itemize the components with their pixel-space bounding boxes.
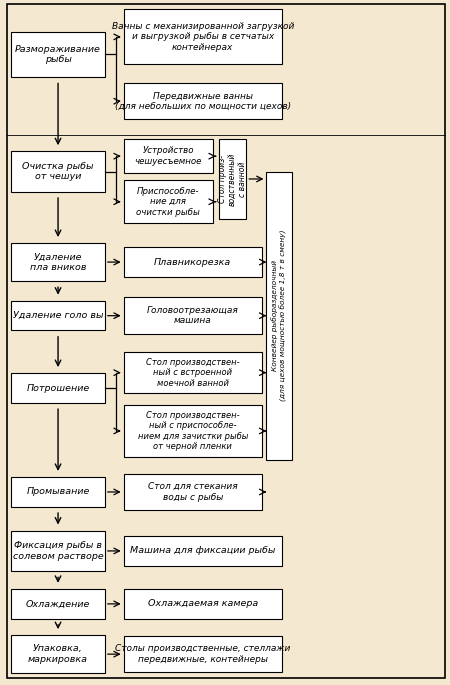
Text: Очистка рыбы
от чешуи: Очистка рыбы от чешуи (22, 162, 94, 182)
Text: Стол производствен-
ный с приспособле-
нием для зачистки рыбы
от черной пленки: Стол производствен- ный с приспособле- н… (138, 411, 248, 451)
Text: Размораживание
рыбы: Размораживание рыбы (15, 45, 101, 64)
FancyBboxPatch shape (11, 301, 105, 330)
FancyBboxPatch shape (124, 140, 213, 173)
Text: Передвижные ванны
(для небольших по мощности цехов): Передвижные ванны (для небольших по мощн… (115, 92, 291, 111)
FancyBboxPatch shape (124, 352, 262, 393)
Text: Удаление голо вы: Удаление голо вы (13, 311, 104, 320)
Text: Приспособле-
ние для
очистки рыбы: Приспособле- ние для очистки рыбы (136, 187, 200, 216)
FancyBboxPatch shape (124, 10, 282, 64)
FancyBboxPatch shape (11, 589, 105, 619)
FancyBboxPatch shape (124, 636, 282, 672)
Text: Упаковка,
маркировка: Упаковка, маркировка (28, 645, 88, 664)
Text: Стол производствен-
ный с встроенной
моечной ванной: Стол производствен- ный с встроенной мое… (146, 358, 239, 388)
Text: Головоотрезающая
машина: Головоотрезающая машина (147, 306, 239, 325)
Text: Стол произ-
водственный
с ванной: Стол произ- водственный с ванной (218, 152, 248, 206)
FancyBboxPatch shape (11, 32, 105, 77)
Text: Удаление
пла вников: Удаление пла вников (30, 252, 86, 272)
Text: Машина для фиксации рыбы: Машина для фиксации рыбы (130, 547, 275, 556)
FancyBboxPatch shape (11, 151, 105, 192)
Text: Стол для стекания
воды с рыбы: Стол для стекания воды с рыбы (148, 482, 238, 501)
Text: Плавникорезка: Плавникорезка (154, 258, 231, 266)
FancyBboxPatch shape (11, 531, 105, 571)
Text: Промывание: Промывание (27, 488, 90, 497)
FancyBboxPatch shape (124, 180, 213, 223)
FancyBboxPatch shape (11, 636, 105, 673)
FancyBboxPatch shape (11, 373, 105, 403)
Text: Фиксация рыбы в
солевом растворе: Фиксация рыбы в солевом растворе (13, 541, 104, 560)
FancyBboxPatch shape (124, 247, 262, 277)
FancyBboxPatch shape (124, 589, 282, 619)
Text: Устройство
чешуесъемное: Устройство чешуесъемное (135, 147, 202, 166)
Text: Потрошение: Потрошение (27, 384, 90, 393)
FancyBboxPatch shape (11, 243, 105, 281)
FancyBboxPatch shape (219, 140, 246, 219)
Text: Столы производственные, стеллажи
передвижные, контейнеры: Столы производственные, стеллажи передви… (115, 645, 291, 664)
FancyBboxPatch shape (124, 297, 262, 334)
Text: Охлаждение: Охлаждение (26, 599, 90, 608)
FancyBboxPatch shape (124, 405, 262, 457)
Text: Ванны с механизированной загрузкой
и выгрузкой рыбы в сетчатых
контейнерах: Ванны с механизированной загрузкой и выг… (112, 22, 294, 52)
Text: Конвейер рыборазделочный
(для цехов мощностью более 1,8 т в смену): Конвейер рыборазделочный (для цехов мощн… (272, 230, 287, 401)
FancyBboxPatch shape (124, 474, 262, 510)
FancyBboxPatch shape (266, 172, 292, 460)
FancyBboxPatch shape (11, 477, 105, 507)
Text: Охлаждаемая камера: Охлаждаемая камера (148, 599, 258, 608)
FancyBboxPatch shape (124, 83, 282, 119)
FancyBboxPatch shape (124, 536, 282, 566)
